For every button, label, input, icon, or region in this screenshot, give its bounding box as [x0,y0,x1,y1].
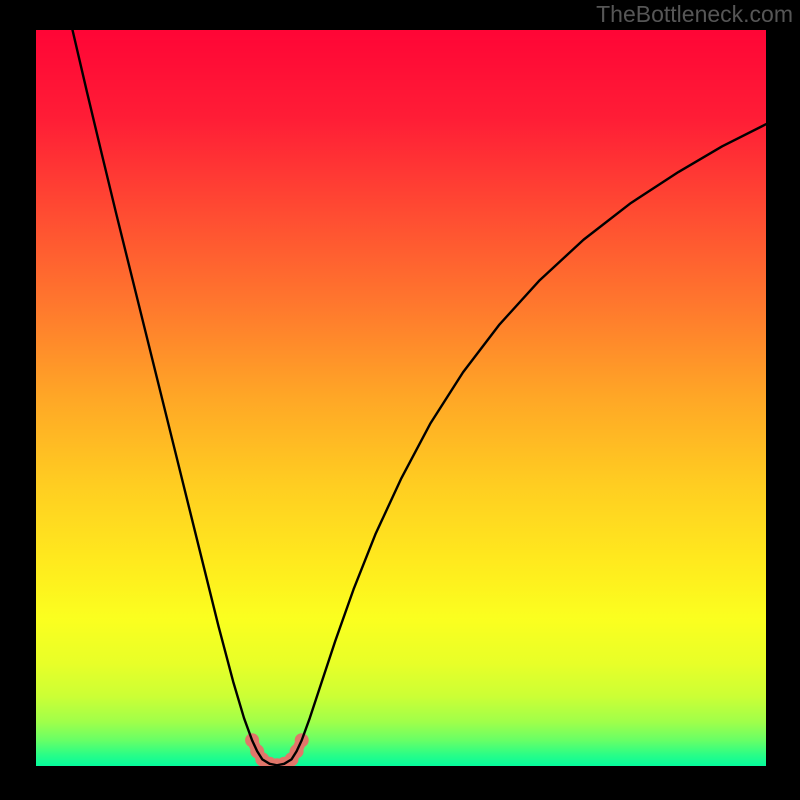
chart-stage: TheBottleneck.com [0,0,800,800]
bottleneck-curve-chart [0,0,800,800]
watermark-text: TheBottleneck.com [596,1,793,28]
plot-background [36,30,766,766]
